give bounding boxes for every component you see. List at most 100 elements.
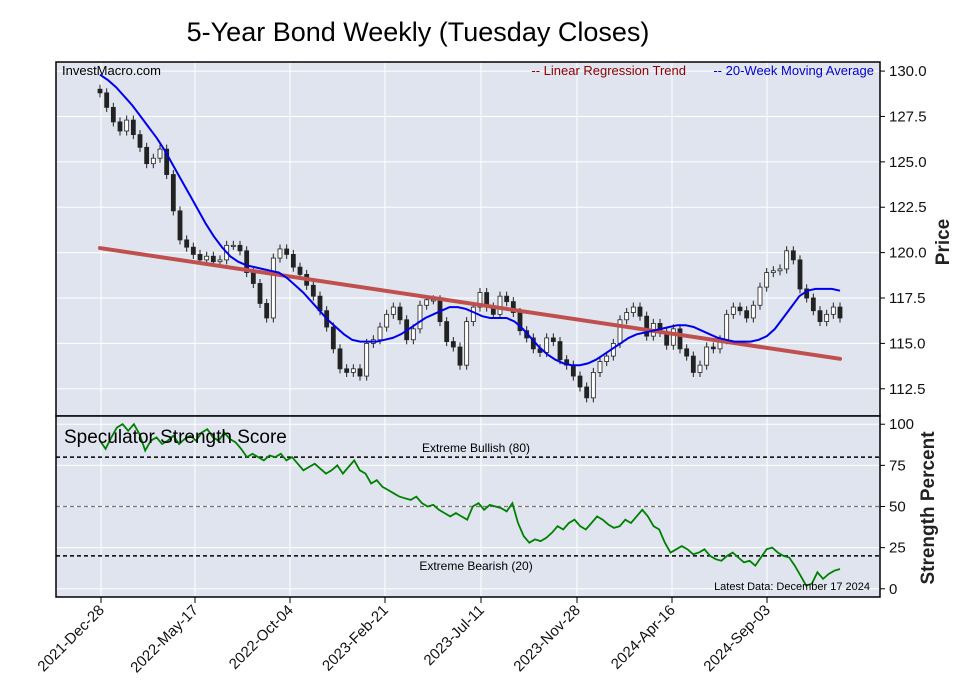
candle-body: [237, 244, 243, 252]
legend-regression: -- Linear Regression Trend: [531, 63, 686, 78]
candle-body: [270, 257, 276, 319]
strength-panel-title: Speculator Strength Score: [64, 427, 287, 448]
candle-body: [830, 306, 836, 315]
candle-body: [497, 295, 503, 315]
candle-body: [357, 368, 363, 377]
candle-body: [677, 328, 683, 350]
candle-body: [564, 359, 570, 366]
candle-body: [330, 326, 336, 350]
strength-tick-label: 50: [889, 499, 906, 516]
candle-body: [737, 306, 743, 312]
candle-body: [764, 272, 770, 288]
candle-body: [150, 157, 156, 165]
candle-body: [510, 301, 516, 313]
candle-body: [117, 121, 123, 132]
candle-body: [257, 283, 263, 304]
reference-line-label: Extreme Bullish (80): [422, 441, 530, 455]
candle-body: [617, 319, 623, 344]
candle-body: [670, 328, 676, 346]
candle-body: [837, 306, 843, 319]
candlestick-series: [97, 84, 843, 403]
candle-body: [290, 254, 296, 268]
price-tick-label: 125.0: [889, 154, 927, 171]
candle-body: [457, 346, 463, 366]
candle-body: [217, 259, 223, 263]
candle-body: [724, 313, 730, 341]
candle-body: [97, 88, 103, 94]
moving-average-line: [99, 73, 841, 367]
candle-body: [444, 321, 450, 342]
candle-body: [364, 342, 370, 377]
candle-body: [817, 310, 823, 323]
source-label: InvestMacro.com: [62, 63, 161, 78]
x-axis: 2021-Dec-28 2022-May-17 2022-Oct-04 2023-Fe…: [34, 597, 774, 677]
reference-line-label: Extreme Bearish (20): [419, 559, 532, 573]
candle-body: [770, 270, 776, 273]
candle-body: [104, 92, 110, 108]
candle-body: [390, 306, 396, 315]
candle-body: [550, 337, 556, 342]
strength-score-line: [99, 422, 841, 587]
candle-body: [710, 346, 716, 350]
candle-body: [784, 250, 790, 270]
price-tick-label: 122.5: [889, 199, 927, 216]
candle-body: [377, 326, 383, 341]
candle-body: [637, 306, 643, 317]
candle-body: [730, 306, 736, 315]
candle-body: [204, 255, 210, 261]
candle-body: [210, 255, 216, 263]
x-tick-label: 2022-Oct-04: [226, 602, 297, 673]
candle-body: [250, 272, 256, 284]
candle-body: [464, 321, 470, 366]
strength-axis-label: Strength Percent: [918, 431, 939, 585]
candle-body: [137, 134, 143, 148]
strength-tick-label: 0: [889, 581, 897, 598]
candle-body: [570, 364, 576, 377]
x-tick-label: 2024-Apr-16: [608, 602, 679, 673]
candle-body: [477, 292, 483, 308]
candle-body: [584, 386, 590, 399]
candle-body: [230, 244, 236, 247]
candle-body: [750, 304, 756, 319]
candle-body: [384, 313, 390, 328]
candle-body: [690, 355, 696, 373]
candle-body: [277, 248, 283, 259]
x-tick-label: 2021-Dec-28: [34, 602, 107, 675]
price-tick-label: 112.5: [889, 381, 925, 398]
candle-body: [777, 268, 783, 272]
legend-moving-average: -- 20-Week Moving Average: [713, 63, 874, 78]
candle-body: [350, 368, 356, 373]
candle-body: [197, 254, 203, 261]
price-tick-label: 117.5: [889, 290, 925, 307]
x-tick-label: 2023-Feb-21: [319, 602, 392, 675]
x-tick-label: 2023-Jul-11: [421, 602, 488, 669]
chart-title: 5-Year Bond Weekly (Tuesday Closes): [187, 17, 650, 47]
candle-body: [744, 310, 750, 319]
latest-data-note: Latest Data: December 17 2024: [714, 581, 870, 593]
candle-body: [684, 348, 690, 357]
strength-tick-label: 75: [889, 457, 906, 474]
candle-body: [410, 328, 416, 341]
candle-body: [157, 148, 163, 159]
candle-body: [337, 348, 343, 370]
candle-body: [184, 239, 190, 248]
candle-body: [644, 315, 650, 337]
price-axis-label: Price: [933, 219, 954, 265]
candle-body: [124, 119, 130, 132]
candle-body: [130, 119, 136, 136]
candle-body: [597, 361, 603, 373]
candle-body: [697, 364, 703, 373]
candle-body: [284, 248, 290, 255]
candle-body: [604, 355, 610, 362]
candle-body: [624, 312, 630, 321]
candle-body: [797, 259, 803, 290]
candle-body: [450, 341, 456, 348]
regression-trend-line: [98, 246, 842, 361]
strength-tick-label: 25: [889, 540, 906, 557]
candle-body: [557, 341, 563, 361]
candle-body: [264, 303, 270, 319]
candle-body: [504, 295, 510, 303]
x-tick-label: 2022-May-17: [127, 602, 202, 677]
